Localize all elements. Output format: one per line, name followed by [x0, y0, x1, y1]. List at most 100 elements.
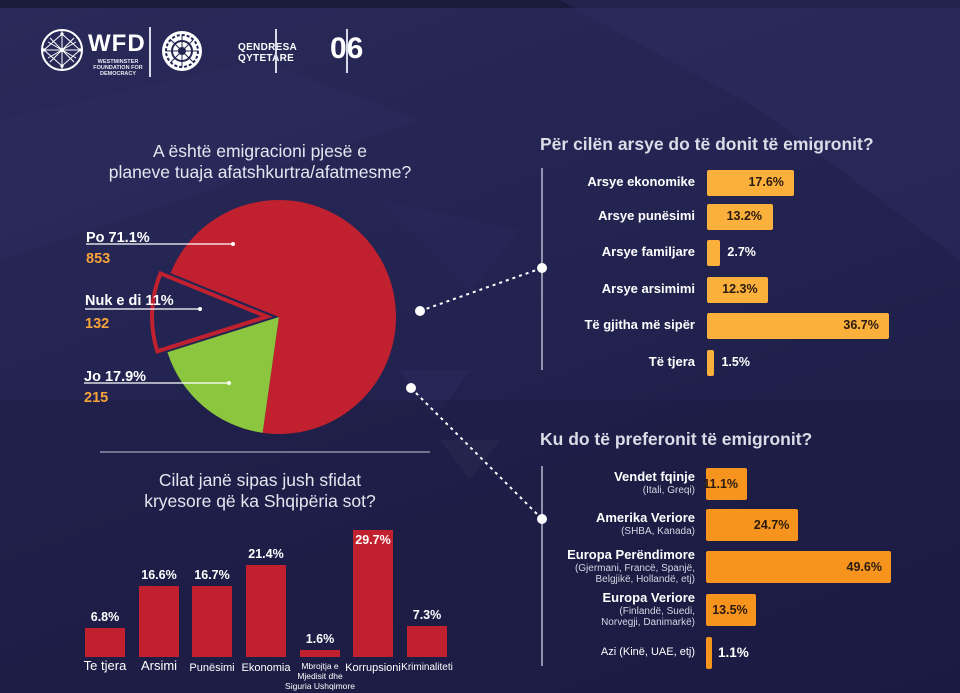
reasons-value-label: 2.7%: [727, 245, 756, 259]
pie-leader-dot: [227, 381, 231, 385]
destinations-category-sublabel: (Finlandë, Suedi,: [619, 606, 695, 617]
destinations-category-label: Europa Perëndimore: [567, 547, 695, 562]
reasons-value-label: 1.5%: [721, 355, 750, 369]
reasons-value-label: 13.2%: [726, 209, 763, 223]
challenges-category-label: Korrupsioni: [345, 662, 401, 674]
destinations-bar: [706, 594, 757, 626]
destinations-value-label: 49.6%: [846, 560, 882, 574]
challenges-value-label: 16.7%: [194, 567, 230, 582]
destinations-value-label: 11.1%: [703, 477, 739, 491]
header-logos: WFD WESTMINSTER FOUNDATION FOR DEMOCRACY…: [40, 27, 363, 78]
challenges-title-line: Cilat janë sipas jush sfidat: [158, 470, 362, 490]
pie-label-jo: Jo 17.9%: [84, 369, 147, 385]
challenges-bar: [407, 625, 447, 657]
reasons-bar: [707, 170, 795, 196]
challenges-value-label: 16.6%: [141, 567, 177, 582]
destinations-category-label: Amerika Veriore: [595, 510, 695, 525]
reasons-value-label: 17.6%: [748, 175, 784, 189]
challenges-category-label: Mjedisit dhe: [297, 671, 343, 681]
destinations-bar: [706, 468, 748, 500]
challenges-chart-title: Cilat janë sipas jush sfidat kryesore që…: [60, 470, 460, 512]
challenges-value-label: 7.3%: [412, 607, 442, 622]
destinations-category-sublabel: Belgjikë, Hollandë, etj): [595, 574, 696, 585]
destinations-category-sublabel: Norvegji, Danimarkë): [601, 617, 695, 628]
destinations-bar: [706, 509, 798, 541]
reasons-category-label: Të gjitha më sipër: [584, 317, 695, 332]
pie-title-line: A është emigracioni pjesë e: [152, 141, 368, 161]
wfd-full-name-line: WESTMINSTER: [97, 59, 139, 65]
destinations-bar: [706, 637, 712, 669]
destinations-chart-title: Ku do të preferonit të emigronit?: [540, 429, 813, 449]
challenges-value-label: 21.4%: [248, 547, 284, 562]
pie-count-po: 853: [86, 251, 111, 267]
pie-count-nuk-e-di: 132: [85, 316, 110, 332]
challenges-bar: [192, 585, 232, 657]
qendresa-qytetare-logo-icon: [162, 31, 202, 71]
pie-label-po: Po 71.1%: [86, 230, 150, 246]
partner-name-line: QENDRESA: [238, 42, 298, 53]
reasons-bar: [707, 313, 890, 339]
destinations-category-sublabel: (SHBA, Kanada): [621, 526, 695, 537]
challenges-value-label: 29.7%: [355, 532, 391, 547]
partner-name-line: QYTETARE: [238, 53, 295, 64]
reasons-bar: [707, 277, 769, 303]
reasons-value-label: 12.3%: [722, 282, 758, 296]
reasons-chart-title: Për cilën arsye do të donit të emigronit…: [540, 134, 874, 154]
pie-title-line: planeve tuaja afatshkurtra/afatmesme?: [108, 162, 412, 182]
pie-count-jo: 215: [84, 390, 109, 406]
challenges-category-label: Siguria Ushqimore: [285, 681, 355, 691]
challenges-category-label: Te tjera: [83, 658, 127, 673]
reasons-bar: [707, 240, 721, 266]
challenges-value-label: 6.8%: [90, 609, 120, 624]
wfd-full-name-line: DEMOCRACY: [99, 71, 137, 77]
connector-dot: [537, 514, 547, 524]
challenges-bar: [85, 627, 125, 657]
challenges-category-label: Arsimi: [140, 658, 178, 673]
reasons-bar: [707, 204, 773, 230]
pie-leader-dot: [198, 307, 202, 311]
reasons-bar: [707, 350, 715, 376]
reasons-category-label: Arsye familjare: [601, 244, 695, 259]
challenges-bar: [300, 650, 340, 657]
reasons-category-label: Të tjera: [648, 354, 695, 369]
challenges-title-line: kryesore që ka Shqipëria sot?: [144, 491, 376, 511]
pie-slice-nuk-e-di: [150, 270, 273, 354]
connector-dot: [537, 263, 547, 273]
header-divider: [275, 29, 277, 73]
qendresa-qytetare-logo-text: QENDRESA QYTETARE: [238, 42, 297, 64]
destinations-bar: [706, 551, 891, 583]
destinations-category-label: Europa Veriore: [602, 590, 695, 605]
destinations-value-label: 1.1%: [718, 645, 749, 660]
destinations-value-label: 13.5%: [712, 603, 748, 617]
destinations-category-sublabel: (Itali, Greqi): [642, 485, 695, 496]
challenges-category-label: Ekonomia: [241, 662, 291, 674]
destinations-value-label: 24.7%: [753, 518, 790, 532]
challenges-category-label: Mbrojtja e: [301, 661, 339, 671]
wfd-full-name-line: FOUNDATION FOR: [93, 65, 143, 71]
challenges-bar: [353, 529, 393, 657]
connector-dot: [415, 306, 425, 316]
connector-dot: [406, 383, 416, 393]
challenges-bar: [246, 565, 286, 657]
pie-label-nuk-e-di: Nuk e di 11%: [85, 293, 174, 309]
reasons-category-label: Arsye arsimimi: [601, 281, 695, 296]
pie-slice-jo: [167, 317, 279, 433]
challenges-value-label: 1.6%: [305, 632, 335, 647]
challenges-category-label: Punësimi: [189, 662, 235, 674]
challenges-category-label: Kriminaliteti: [401, 662, 453, 673]
wfd-logo-text: WFD: [88, 30, 146, 57]
pie-leader-dot: [231, 242, 235, 246]
header-divider: [149, 27, 151, 77]
connector-dotted-reasons: [419, 267, 543, 312]
destinations-category-label: Azi (Kinë, UAE, etj): [600, 646, 695, 658]
connector-dotted-destinations: [410, 387, 543, 520]
challenges-bar: [139, 585, 179, 657]
header-divider: [346, 29, 348, 73]
wfd-full-name: WESTMINSTER FOUNDATION FOR DEMOCRACY: [88, 59, 148, 77]
reasons-category-label: Arsye ekonomike: [587, 174, 695, 189]
reasons-category-label: Arsye punësimi: [598, 208, 695, 223]
reasons-value-label: 36.7%: [843, 318, 879, 332]
pie-chart-title: A është emigracioni pjesë e planeve tuaj…: [60, 141, 460, 183]
